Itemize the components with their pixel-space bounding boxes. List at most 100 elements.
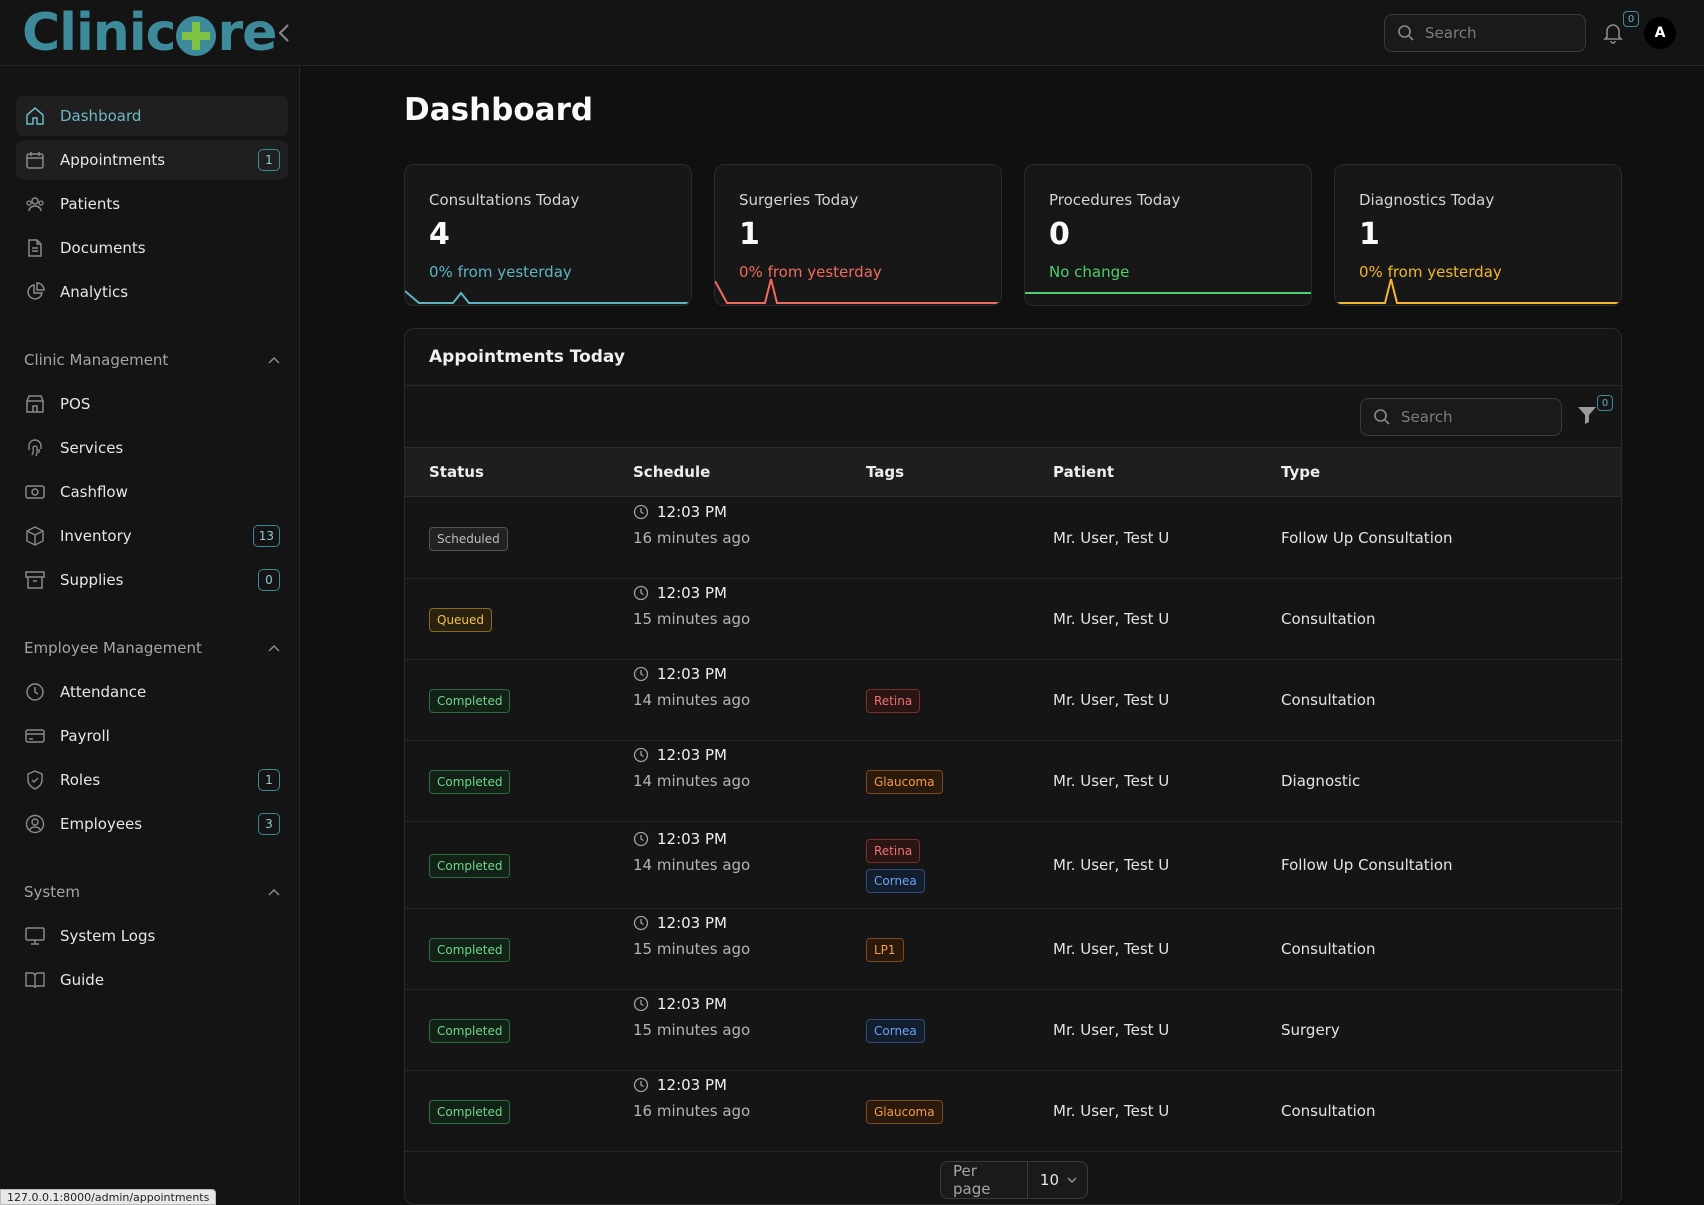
notifications-button[interactable] [1600,20,1626,46]
patient-name[interactable]: Mr. User, Test U [1053,1020,1170,1039]
schedule-relative: 15 minutes ago [633,609,751,628]
archive-icon [24,569,46,591]
patient-name[interactable]: Mr. User, Test U [1053,528,1170,547]
clock-icon [633,666,649,681]
table-row[interactable]: Scheduled 12:03 PM 16 minutes ago Mr. User,… [405,498,1621,579]
collapse-sidebar-button[interactable] [272,18,296,48]
sidebar-item-dashboard[interactable]: Dashboard [16,96,288,136]
patient-name[interactable]: Mr. User, Test U [1053,609,1170,628]
stat-delta: 0% from yesterday [739,263,882,281]
sidebar-item-cashflow[interactable]: Cashflow [16,472,288,512]
section-toggle-clinic-management[interactable]: Clinic Management [24,348,280,372]
sidebar-item-documents[interactable]: Documents [16,228,288,268]
header-search[interactable] [1384,14,1586,52]
table-row[interactable]: Completed 12:03 PM 16 minutes ago Glaucoma M… [405,1071,1621,1152]
column-header-schedule[interactable]: Schedule [633,463,711,481]
sidebar-item-appointments[interactable]: Appointments 1 [16,140,288,180]
table-row[interactable]: Completed 12:03 PM 15 minutes ago Cornea Mr.… [405,990,1621,1071]
sidebar-item-label: Documents [60,239,146,257]
logo-text-left: Clinic [22,3,176,63]
table-row[interactable]: Queued 12:03 PM 15 minutes ago Mr. User, Te… [405,579,1621,660]
appointment-type: Follow Up Consultation [1281,528,1453,547]
stat-sparkline [715,278,1001,304]
sidebar-item-system-logs[interactable]: System Logs [16,916,288,956]
sidebar-item-employees[interactable]: Employees 3 [16,804,288,844]
column-header-patient[interactable]: Patient [1053,463,1115,481]
column-header-type[interactable]: Type [1281,463,1321,481]
sidebar-item-label: Appointments [60,151,166,169]
schedule-relative: 16 minutes ago [633,528,751,547]
stat-value: 1 [739,217,760,252]
schedule-time: 12:03 PM [633,503,727,521]
user-avatar[interactable]: A [1644,17,1676,49]
clock-icon [633,747,649,762]
header-search-input[interactable] [1425,24,1565,42]
schedule-time: 12:03 PM [633,665,727,683]
stat-sparkline [405,290,691,304]
table-row[interactable]: Completed 12:03 PM 14 minutes ago Retina Mr.… [405,660,1621,741]
inventory-count-badge: 13 [252,525,280,547]
sidebar-item-inventory[interactable]: Inventory 13 [16,516,288,556]
schedule-relative: 15 minutes ago [633,939,751,958]
filter-button[interactable] [1577,405,1601,429]
stat-card-diagnostics: Diagnostics Today 1 0% from yesterday [1334,164,1622,306]
box-icon [24,525,46,547]
schedule-time: 12:03 PM [633,1076,727,1094]
book-icon [24,969,46,991]
divider [405,385,1621,386]
appointment-type: Consultation [1281,1101,1376,1120]
sidebar-item-attendance[interactable]: Attendance [16,672,288,712]
column-header-status[interactable]: Status [429,463,484,481]
clinicore-logo[interactable]: Clinic re [22,3,277,63]
patient-name[interactable]: Mr. User, Test U [1053,855,1170,874]
table-row[interactable]: Completed 12:03 PM 14 minutes ago Glaucoma M… [405,741,1621,822]
sidebar-item-supplies[interactable]: Supplies 0 [16,560,288,600]
schedule-time-text: 12:03 PM [657,502,727,521]
appointment-type: Consultation [1281,609,1376,628]
appointments-panel: Appointments Today 0 Status Schedule Tag… [404,328,1622,1205]
schedule-time-text: 12:03 PM [657,994,727,1013]
patient-name[interactable]: Mr. User, Test U [1053,939,1170,958]
sidebar-item-label: Services [60,439,124,457]
sidebar-item-analytics[interactable]: Analytics [16,272,288,312]
section-toggle-system[interactable]: System [24,880,280,904]
per-page-select[interactable]: 10 [1028,1171,1087,1189]
sidebar-item-payroll[interactable]: Payroll [16,716,288,756]
sidebar-item-roles[interactable]: Roles 1 [16,760,288,800]
section-toggle-employee-management[interactable]: Employee Management [24,636,280,660]
clock-icon [633,585,649,600]
status-badge: Scheduled [429,526,508,551]
notification-count-badge: 0 [1623,11,1639,27]
status-badge: Queued [429,607,493,632]
appointment-type: Consultation [1281,690,1376,709]
appointment-type: Surgery [1281,1020,1340,1039]
supplies-count-badge: 0 [258,569,280,591]
section-title: System [24,883,80,901]
patient-name[interactable]: Mr. User, Test U [1053,771,1170,790]
stat-delta: No change [1049,263,1130,281]
schedule-time-text: 12:03 PM [657,913,727,932]
schedule-time: 12:03 PM [633,995,727,1013]
table-row[interactable]: Completed 12:03 PM 15 minutes ago LP1 Mr. Us… [405,909,1621,990]
sidebar-item-label: Analytics [60,283,129,301]
schedule-relative: 14 minutes ago [633,771,751,790]
schedule-time: 12:03 PM [633,584,727,602]
table-search-input[interactable] [1401,408,1541,426]
sidebar-item-services[interactable]: Services [16,428,288,468]
sidebar-item-label: Cashflow [60,483,128,501]
sidebar-item-guide[interactable]: Guide [16,960,288,1000]
per-page-value: 10 [1039,1171,1059,1189]
stat-value: 1 [1359,217,1380,252]
table-row[interactable]: Completed 12:03 PM 14 minutes ago Retina Cor… [405,822,1621,909]
stat-label: Surgeries Today [739,191,859,209]
table-search[interactable] [1360,398,1562,436]
column-header-tags[interactable]: Tags [866,463,905,481]
stat-delta: 0% from yesterday [429,263,572,281]
patient-name[interactable]: Mr. User, Test U [1053,690,1170,709]
sidebar-item-pos[interactable]: POS [16,384,288,424]
browser-status-url: 127.0.0.1:8000/admin/appointments [0,1189,217,1205]
sidebar-item-patients[interactable]: Patients [16,184,288,224]
chevron-up-icon [268,888,280,896]
calendar-icon [24,149,46,171]
patient-name[interactable]: Mr. User, Test U [1053,1101,1170,1120]
